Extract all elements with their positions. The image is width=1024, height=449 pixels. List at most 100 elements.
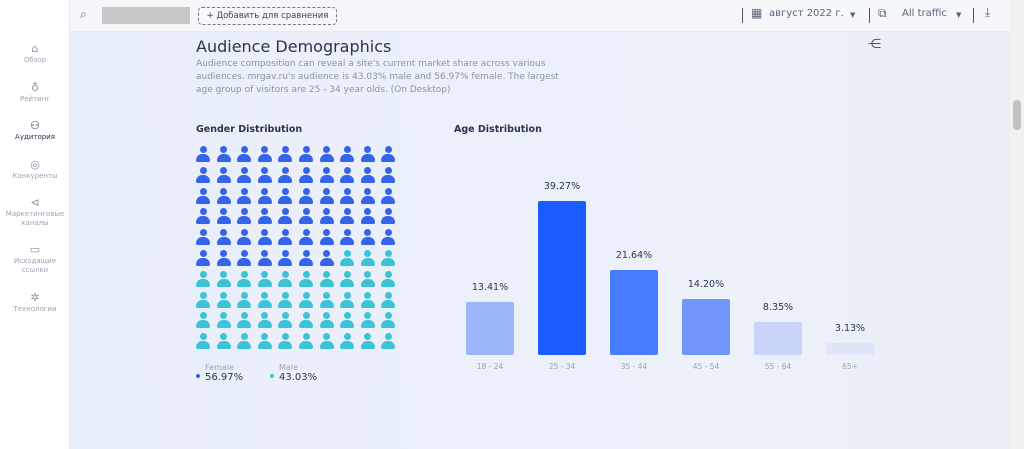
bar-18 - 24[interactable] (466, 302, 514, 355)
female-person-icon (237, 208, 252, 225)
sidebar-item-2[interactable]: ⚇ Аудитория (0, 119, 70, 142)
sidebar-item-5[interactable]: ▭ Исходящие ссылки (0, 243, 70, 275)
female-person-icon (278, 146, 293, 163)
scrollbar-thumb[interactable] (1013, 100, 1021, 130)
female-person-icon (299, 229, 313, 246)
female-person-icon (319, 208, 334, 225)
male-person-icon (299, 291, 313, 309)
top-bar: ⌕ + Добавить для сравнения ▦ август 2022… (70, 0, 1010, 32)
sidebar-item-1[interactable]: ♁ Рейтинг (0, 81, 70, 104)
date-select[interactable]: август 2022 г. (769, 8, 844, 19)
male-person-icon (216, 270, 231, 288)
bug-icon: ✲ (30, 291, 40, 304)
female-person-icon (381, 166, 396, 184)
female-person-icon (299, 187, 313, 205)
sidebar-item-4[interactable]: ⊲ Маркетинговые каналы (0, 196, 70, 228)
female-person-icon (360, 229, 375, 246)
search-input[interactable] (102, 7, 190, 24)
male-person-icon (340, 270, 355, 288)
male-person-icon (340, 250, 355, 267)
section-title: Audience Demographics (196, 37, 392, 56)
male-person-icon (360, 270, 375, 288)
female-person-icon (340, 229, 355, 246)
sidebar-item-label: Исходящие ссылки (13, 257, 56, 274)
male-person-icon (196, 291, 210, 309)
home-icon: ⌂ (31, 42, 39, 55)
add-compare-button[interactable]: + Добавить для сравнения (198, 7, 337, 25)
sidebar-item-3[interactable]: ◎ Конкуренты (0, 159, 70, 181)
male-person-icon (216, 312, 231, 329)
female-person-icon (299, 166, 313, 184)
female-person-icon (299, 250, 313, 267)
female-person-icon (360, 208, 375, 225)
female-person-icon (237, 250, 252, 267)
bar-value-label: 14.20% (687, 279, 725, 291)
male-person-icon (360, 312, 375, 329)
megaphone-icon: ⊲ (30, 196, 40, 209)
female-person-icon (216, 187, 231, 205)
female-person-icon (319, 229, 334, 246)
bar-25 - 34[interactable] (538, 201, 586, 355)
female-person-icon (196, 166, 210, 184)
male-person-icon (216, 333, 231, 350)
female-person-icon (340, 187, 355, 205)
category-label: 35 - 44 (620, 362, 648, 371)
chevron-down-icon[interactable]: ▼ (850, 11, 856, 19)
male-person-icon (299, 270, 313, 288)
age-title: Age Distribution (454, 124, 542, 135)
devices-icon: ⧉ (878, 6, 887, 20)
search-icon[interactable]: ⌕ (80, 7, 87, 21)
male-person-icon (237, 333, 252, 350)
audience-demographics-panel: Audience Demographics Audience compositi… (70, 32, 1010, 449)
sidebar-item-label: Маркетинговые каналы (5, 210, 65, 227)
female-person-icon (360, 166, 375, 184)
download-icon[interactable]: ⤓ (985, 5, 991, 19)
male-person-icon (319, 312, 334, 329)
bar-35 - 44[interactable] (610, 270, 658, 355)
male-person-icon (237, 270, 252, 288)
male-person-icon (381, 250, 396, 267)
traffic-select[interactable]: All traffic (902, 8, 947, 19)
bar-55 - 64[interactable] (754, 322, 802, 355)
male-person-icon (278, 312, 293, 329)
female-person-icon (216, 208, 231, 225)
female-dot (196, 374, 200, 378)
monitor-link-icon: ▭ (29, 243, 41, 256)
male-person-icon (278, 333, 293, 350)
share-icon[interactable]: ⋲ (868, 37, 881, 52)
female-person-icon (216, 166, 231, 184)
female-person-icon (257, 166, 272, 184)
female-person-icon (278, 229, 293, 246)
category-label: 18 - 24 (476, 362, 504, 371)
male-person-icon (319, 291, 334, 309)
male-person-icon (319, 270, 334, 288)
female-person-icon (299, 146, 313, 163)
male-person-icon (299, 312, 313, 329)
female-person-icon (257, 146, 272, 163)
calendar-icon: ▦ (751, 6, 763, 20)
bar-65+[interactable] (826, 342, 874, 355)
male-person-icon (340, 291, 355, 309)
female-person-icon (237, 187, 252, 205)
female-person-icon (196, 146, 210, 163)
bar-value-label: 8.35% (762, 302, 794, 314)
audience-icon: ⚇ (30, 119, 40, 132)
male-person-icon (237, 291, 252, 309)
sidebar-item-0[interactable]: ⌂ Обзор (0, 42, 70, 65)
female-person-icon (237, 229, 252, 246)
male-dot (270, 374, 274, 378)
sidebar-item-label: Рейтинг (20, 95, 50, 103)
sidebar-item-label: Обзор (23, 56, 47, 64)
bar-45 - 54[interactable] (682, 299, 730, 355)
chevron-down-icon[interactable]: ▼ (956, 11, 962, 19)
category-label: 55 - 64 (764, 362, 792, 371)
section-description: Audience composition can reveal a site's… (196, 59, 559, 95)
sidebar-item-label: Аудитория (15, 133, 55, 141)
female-person-icon (319, 166, 334, 184)
scrollbar[interactable] (1010, 0, 1024, 449)
trophy-icon: ♁ (30, 81, 40, 94)
male-person-icon (278, 270, 293, 288)
male-person-icon (257, 270, 272, 288)
female-person-icon (381, 229, 396, 246)
sidebar-item-6[interactable]: ✲ Технологии (0, 291, 70, 314)
